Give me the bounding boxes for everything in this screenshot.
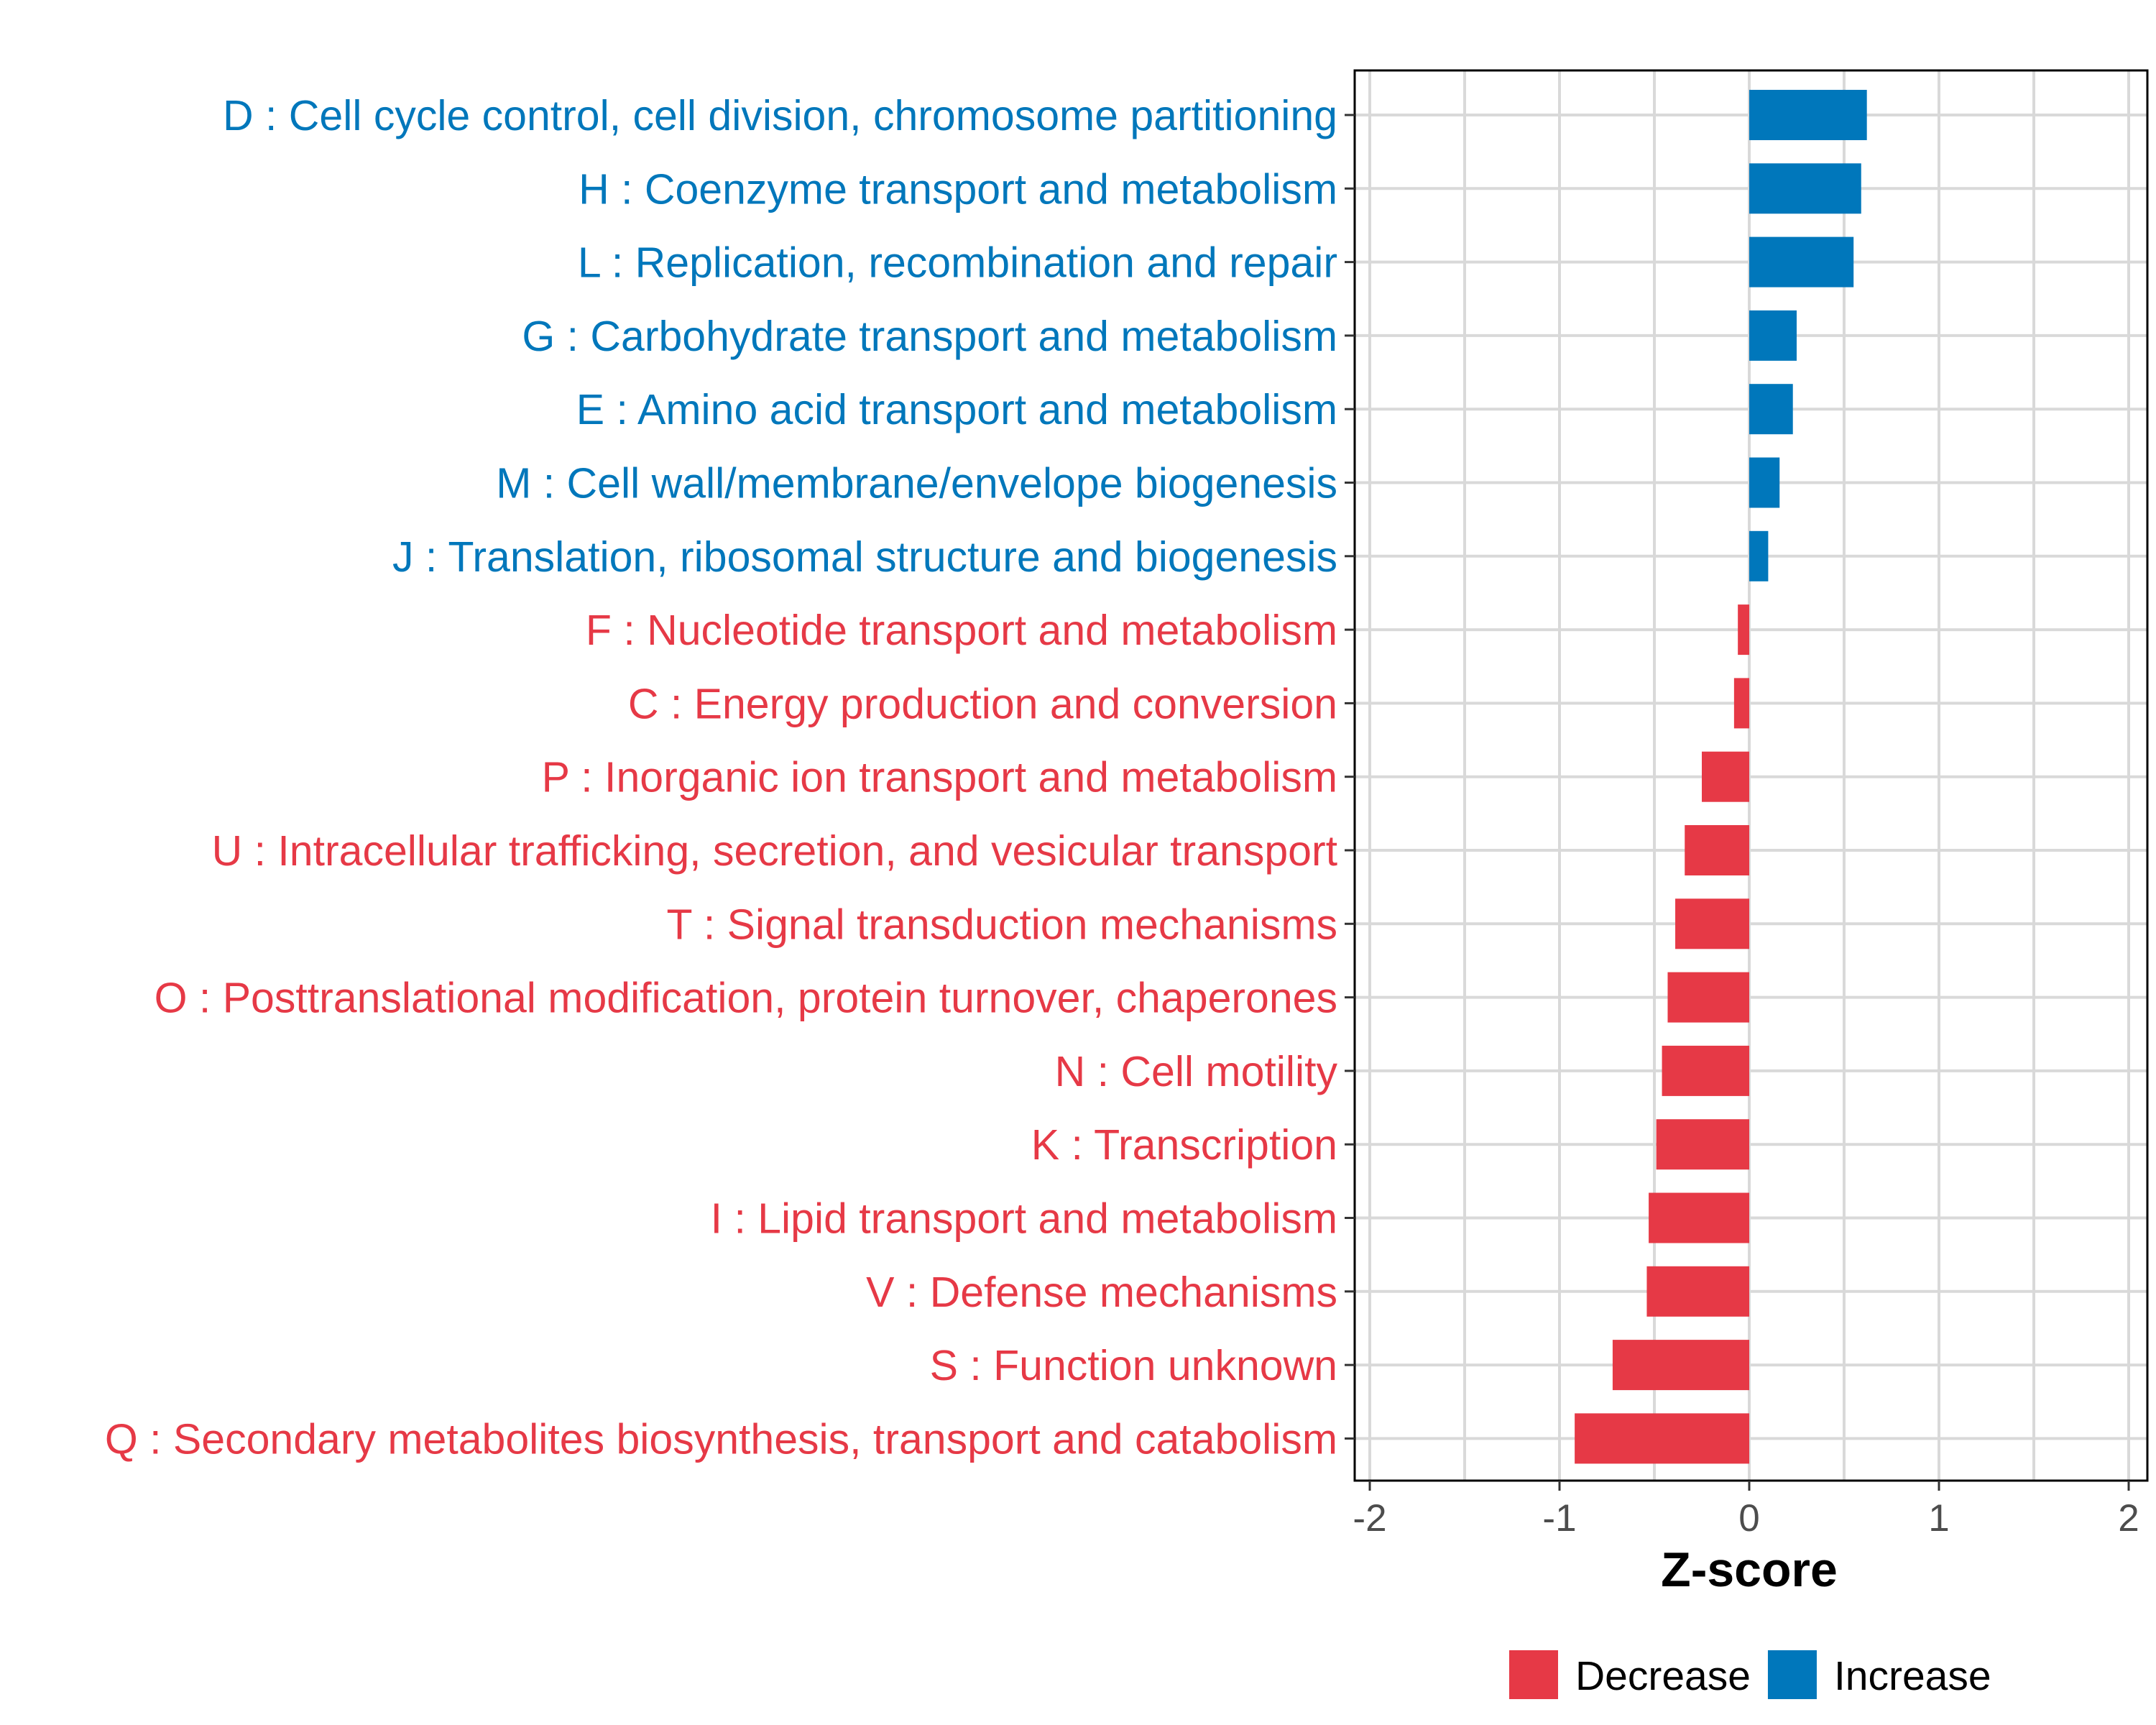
x-tick-label: 1 bbox=[1928, 1497, 1949, 1540]
x-tick-label: 2 bbox=[2118, 1497, 2139, 1540]
bar-increase bbox=[1749, 236, 1854, 288]
category-label: K : Transcription bbox=[1031, 1121, 1337, 1169]
bar-decrease bbox=[1685, 825, 1749, 875]
category-label: L : Replication, recombination and repai… bbox=[578, 239, 1337, 287]
bar-increase bbox=[1749, 163, 1861, 214]
category-label: U : Intracellular trafficking, secretion… bbox=[212, 827, 1337, 875]
legend-key-decrease bbox=[1509, 1650, 1558, 1699]
panel-border bbox=[1353, 69, 2149, 1482]
category-label: F : Nucleotide transport and metabolism bbox=[586, 607, 1337, 654]
category-label: P : Inorganic ion transport and metaboli… bbox=[542, 754, 1337, 801]
bar-decrease bbox=[1733, 678, 1749, 729]
category-label: T : Signal transduction mechanisms bbox=[666, 901, 1337, 948]
bar-increase bbox=[1749, 384, 1793, 435]
bar-increase bbox=[1749, 90, 1867, 140]
bar-decrease bbox=[1646, 1266, 1749, 1317]
x-tick-label: -1 bbox=[1542, 1497, 1576, 1540]
category-label: M : Cell wall/membrane/envelope biogenes… bbox=[496, 460, 1337, 507]
x-axis-title: Z-score bbox=[1661, 1542, 1838, 1597]
bar-increase bbox=[1749, 310, 1797, 361]
category-label: O : Posttranslational modification, prot… bbox=[155, 975, 1337, 1022]
bars bbox=[1575, 90, 1867, 1464]
bar-decrease bbox=[1738, 604, 1749, 656]
bar-increase bbox=[1749, 457, 1780, 508]
legend: Decrease Increase bbox=[1509, 1650, 1991, 1699]
category-label: J : Translation, ribosomal structure and… bbox=[392, 533, 1337, 581]
bar-decrease bbox=[1612, 1340, 1749, 1391]
bar-decrease bbox=[1702, 751, 1749, 802]
bar-increase bbox=[1749, 530, 1769, 581]
category-label: G : Carbohydrate transport and metabolis… bbox=[522, 313, 1337, 360]
bar-decrease bbox=[1649, 1192, 1749, 1243]
category-label: D : Cell cycle control, cell division, c… bbox=[223, 92, 1337, 139]
category-label: S : Function unknown bbox=[930, 1342, 1337, 1389]
bar-decrease bbox=[1675, 898, 1749, 949]
legend-label-decrease: Decrease bbox=[1575, 1653, 1751, 1699]
bar-decrease bbox=[1667, 972, 1749, 1023]
x-axis: -2 -1 0 1 2 bbox=[1353, 1481, 2139, 1540]
legend-label-increase: Increase bbox=[1834, 1653, 1991, 1699]
x-tick-label: 0 bbox=[1738, 1497, 1759, 1540]
category-label: N : Cell motility bbox=[1055, 1048, 1338, 1095]
category-label: I : Lipid transport and metabolism bbox=[711, 1195, 1337, 1243]
category-label: E : Amino acid transport and metabolism bbox=[576, 386, 1337, 433]
x-tick-label: -2 bbox=[1353, 1497, 1386, 1540]
category-label: H : Coenzyme transport and metabolism bbox=[579, 165, 1337, 213]
category-label: Q : Secondary metabolites biosynthesis, … bbox=[105, 1415, 1337, 1463]
bar-decrease bbox=[1656, 1119, 1749, 1170]
category-label: C : Energy production and conversion bbox=[628, 680, 1337, 727]
bar-decrease bbox=[1575, 1413, 1749, 1464]
y-axis: D : Cell cycle control, cell division, c… bbox=[105, 92, 1355, 1463]
bar-decrease bbox=[1662, 1045, 1749, 1096]
legend-key-increase bbox=[1767, 1650, 1817, 1699]
category-label: V : Defense mechanisms bbox=[866, 1269, 1337, 1316]
